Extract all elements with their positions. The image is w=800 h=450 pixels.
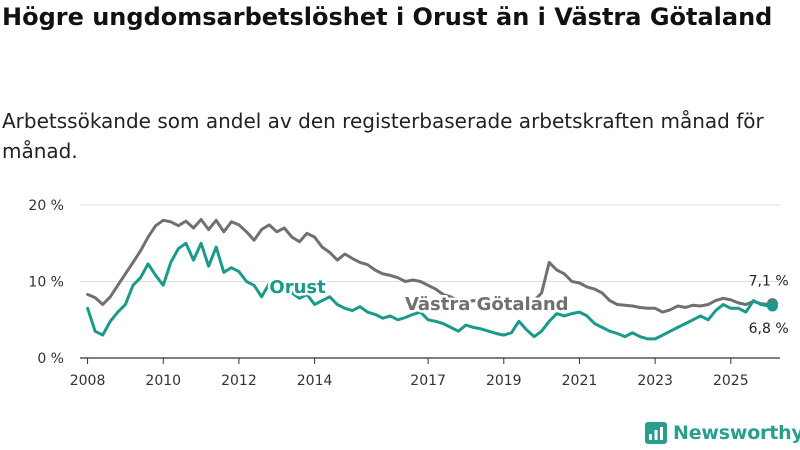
x-tick-label: 2014 [297, 373, 333, 389]
line-chart: 0 % 10 % 20 % 2008 2010 2012 2014 2017 2019 2021 2… [28, 198, 789, 389]
x-tick-label: 2012 [221, 373, 257, 389]
x-tick-label: 2025 [713, 373, 749, 389]
end-label-vastra-gotaland: 7,1 % [749, 274, 789, 290]
x-tick-label: 2021 [562, 373, 598, 389]
chart-subtitle: Arbetssökande som andel av den registerb… [2, 109, 764, 163]
brand-logo[interactable]: Newsworthy [645, 420, 800, 446]
y-tick-label: 10 % [28, 275, 64, 291]
x-tick-label: 2019 [486, 373, 522, 389]
x-tick-label: 2010 [145, 373, 181, 389]
end-label-orust: 6,8 % [749, 321, 789, 337]
x-tick-label: 2023 [637, 373, 673, 389]
series-label-orust: Orust [269, 277, 326, 298]
bar-chart-logo-icon [645, 422, 667, 444]
x-tick-label: 2017 [410, 373, 446, 389]
series-label-vastra-gotaland: Västra Götaland [405, 294, 569, 315]
x-tick-label: 2008 [70, 373, 106, 389]
brand-name: Newsworthy [673, 422, 800, 444]
series-line-vastra-gotaland [86, 218, 774, 314]
chart-title: Högre ungdomsarbetslöshet i Orust än i V… [2, 3, 773, 31]
series-line-orust [86, 241, 774, 341]
y-tick-label: 20 % [28, 198, 64, 214]
y-tick-label: 0 % [37, 351, 64, 367]
endpoint-orust [766, 300, 778, 312]
